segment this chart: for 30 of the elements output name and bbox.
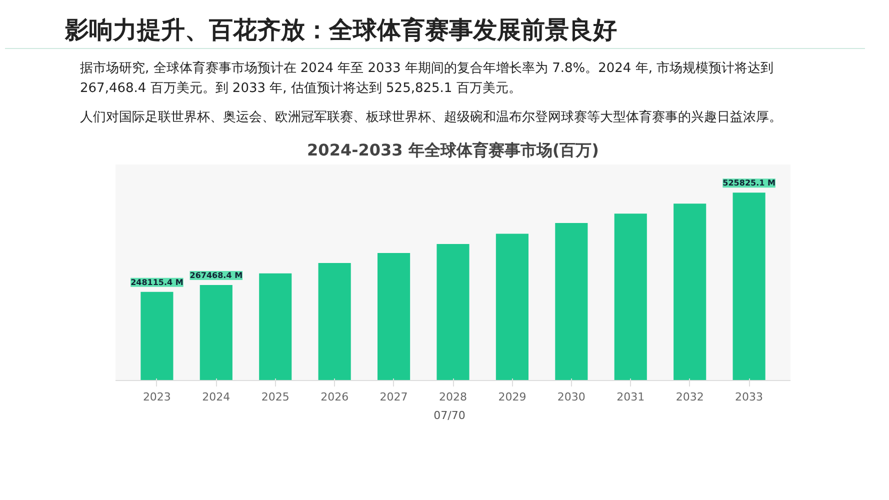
text: 07/70 [434,408,466,424]
bar [674,203,706,380]
bar [140,291,174,380]
chart-subtitle: 2024-2033 年全球体育赛事市场(百万) [307,140,599,159]
x-tick-label: 2024 [202,390,230,403]
bar [496,233,528,380]
bar [259,272,292,380]
x-tick-label: 2027 [380,390,408,403]
bar [318,262,351,380]
bar [732,192,766,380]
x-tick-label: 2030 [557,390,586,403]
x-tick-label: 2028 [439,390,468,403]
data-label: 267468.4 M [190,270,243,280]
x-tick-label: 2023 [142,390,171,403]
x-tick-label: 2025 [261,390,290,403]
x-tick-label: 2031 [616,390,645,403]
x-tick-label: 2029 [498,390,526,403]
data-label: 525825.1 M [722,178,776,188]
bar [614,213,647,380]
bar [200,284,232,380]
x-tick-label: 2033 [735,390,764,403]
x-tick-label: 2032 [676,390,704,403]
chart-title: 影响力提升、百花齐放：全球体育赛事发展前景良好 [65,15,617,46]
text: 人们对国际足联世界杯、奥运会、欧洲冠军联赛、板球世界杯、超级碗和温布尔登网球赛等大型体育赛事的兴趣日益浓厚。 [80,108,782,127]
x-tick-label: 2026 [320,390,349,403]
text: 据市场研究, 全球体育赛事市场预计在 2024 年至 2033 年期间的复合年增长率为 7.8%。2024 年, 市场规模预计将达到 267,468.4 百万美元。到 2033 年, 估值预计将达到 525,825.1 百万美元。 [80,60,775,98]
bar [378,252,410,380]
bar [555,222,588,380]
data-label: 248115.4 M [130,277,184,286]
bar [436,244,470,380]
